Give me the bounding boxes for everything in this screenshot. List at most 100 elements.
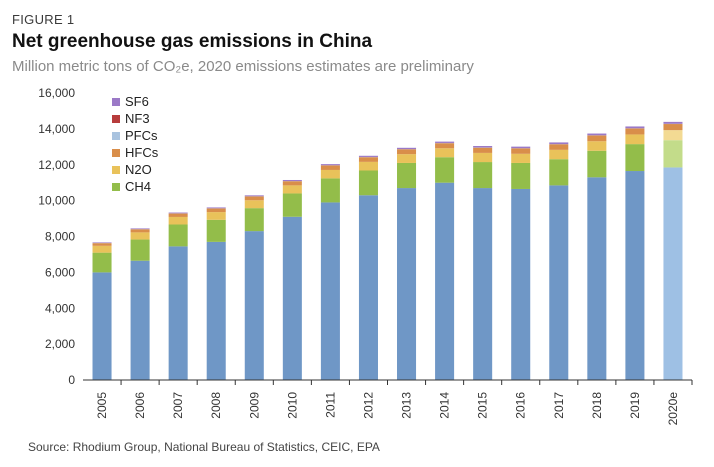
x-tick-label: 2006 (133, 392, 147, 419)
legend-label-sf6: SF6 (125, 94, 149, 109)
x-tick-label: 2007 (171, 392, 185, 419)
legend-label-pfcs: PFCs (125, 128, 158, 143)
bar-segment-ch4 (435, 157, 455, 183)
bar-segment-n2o (320, 169, 340, 179)
legend: SF6 NF3 PFCs HFCs N2O CH4 (112, 94, 159, 194)
bar-segment-co2 (397, 188, 417, 380)
x-tick-label: 2010 (285, 392, 299, 419)
bar-segment-ch4 (358, 170, 378, 196)
bar-segment-sf6 (320, 164, 340, 166)
bar-segment-hfcs (320, 165, 340, 170)
bar-segment-sf6 (587, 133, 607, 136)
bar-segment-n2o (358, 161, 378, 171)
bar-segment-hfcs (587, 135, 607, 142)
figure-label: FIGURE 1 (12, 12, 75, 27)
bar-segment-n2o (625, 134, 645, 145)
bar-segment-n2o (473, 152, 493, 163)
bar-segment-ch4 (473, 162, 493, 189)
y-axis: 0 2,000 4,000 6,000 8,000 10,000 12,000 14,000 1… (38, 86, 75, 387)
bar-segment-n2o (663, 130, 683, 141)
bar-segment-sf6 (130, 228, 150, 230)
bar-segment-co2 (358, 195, 378, 380)
y-tick-label: 6,000 (45, 265, 75, 279)
bar-segment-co2 (282, 216, 302, 380)
bar-segment-ch4 (282, 193, 302, 217)
bar-segment-ch4 (320, 178, 340, 203)
x-tick-label: 2008 (209, 392, 223, 419)
bar-segment-hfcs (130, 229, 150, 233)
bar-segment-co2 (130, 260, 150, 380)
bar-segment-sf6 (358, 155, 378, 157)
bar-segment-sf6 (511, 146, 531, 149)
bar-segment-sf6 (625, 126, 645, 129)
legend-swatch-pfcs (112, 132, 120, 140)
legend-swatch-n2o (112, 166, 120, 174)
bar-segment-n2o (549, 149, 569, 160)
bar-segment-sf6 (206, 207, 226, 209)
bar-segment-n2o (282, 185, 302, 194)
bar-segment-hfcs (625, 128, 645, 135)
bar-segment-n2o (244, 200, 264, 209)
legend-label-n2o: N2O (125, 162, 152, 177)
bar-segment-hfcs (206, 208, 226, 213)
x-tick-label: 2012 (361, 392, 375, 419)
y-tick-label: 10,000 (38, 194, 75, 208)
bar-segment-n2o (435, 148, 455, 158)
bar-segment-sf6 (92, 242, 112, 243)
bar-segment-co2 (587, 177, 607, 380)
bar-segment-hfcs (397, 149, 417, 155)
bar-segment-n2o (92, 245, 112, 253)
bar-segment-co2 (168, 246, 188, 380)
bar-segment-ch4 (511, 162, 531, 189)
bar-segment-ch4 (549, 159, 569, 186)
bar-segment-hfcs (663, 124, 683, 131)
bar-segment-co2 (320, 202, 340, 380)
y-tick-label: 2,000 (45, 337, 75, 351)
y-tick-label: 14,000 (38, 122, 75, 136)
bar-segment-co2 (435, 182, 455, 380)
x-tick-label: 2011 (323, 392, 337, 418)
bar-segment-n2o (130, 232, 150, 240)
bar-segment-ch4 (168, 224, 188, 247)
bar-segment-sf6 (397, 147, 417, 150)
bar-segment-sf6 (244, 195, 264, 197)
bar-segment-co2 (549, 185, 569, 380)
x-tick-label: 2013 (400, 392, 414, 419)
x-axis: 2005 2006 2007 2008 2009 2010 2011 2012 2013 2014… (83, 379, 693, 426)
bar-segment-hfcs (92, 243, 112, 246)
legend-swatch-ch4 (112, 183, 120, 191)
bar-segment-hfcs (435, 143, 455, 149)
x-tick-label: 2015 (476, 392, 490, 419)
y-tick-label: 4,000 (45, 301, 75, 315)
bar-segment-co2 (511, 188, 531, 380)
legend-label-nf3: NF3 (125, 111, 150, 126)
x-tick-label: 2005 (95, 392, 109, 419)
bar-segment-n2o (587, 141, 607, 151)
bar-segment-n2o (511, 153, 531, 163)
x-tick-label: 2018 (590, 392, 604, 419)
bar-segment-hfcs (282, 181, 302, 186)
bar-segment-ch4 (625, 144, 645, 172)
y-tick-label: 8,000 (45, 230, 75, 244)
bar-segment-ch4 (206, 219, 226, 242)
bar-segment-hfcs (358, 157, 378, 162)
x-tick-label: 2020e (666, 392, 680, 426)
bar-segment-co2 (625, 171, 645, 380)
legend-swatch-nf3 (112, 115, 120, 123)
x-tick-label: 2014 (438, 392, 452, 419)
bar-segment-ch4 (92, 252, 112, 273)
bar-segment-sf6 (663, 121, 683, 124)
bar-segment-sf6 (435, 141, 455, 143)
bar-segment-ch4 (130, 239, 150, 261)
y-tick-label: 12,000 (38, 158, 75, 172)
bar-segment-ch4 (587, 150, 607, 178)
bars-group (92, 121, 683, 380)
bar-segment-ch4 (397, 162, 417, 189)
bar-segment-co2 (244, 231, 264, 380)
bar-segment-co2 (92, 272, 112, 380)
bar-segment-co2 (473, 188, 493, 380)
bar-segment-hfcs (511, 148, 531, 154)
bar-segment-n2o (168, 216, 188, 225)
legend-label-ch4: CH4 (125, 179, 151, 194)
legend-label-hfcs: HFCs (125, 145, 159, 160)
